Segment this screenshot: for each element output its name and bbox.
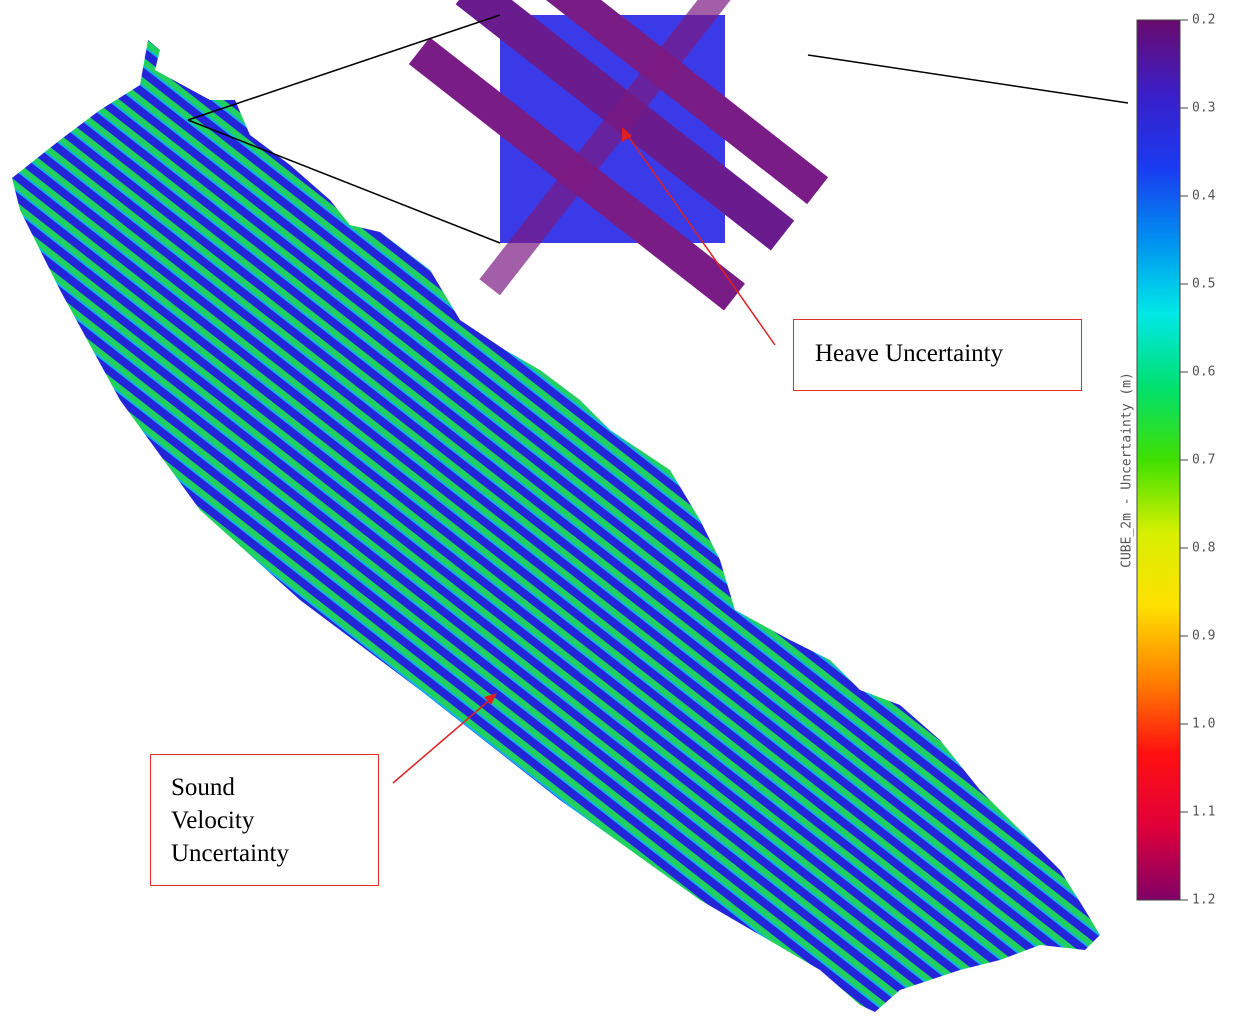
colorbar-tick-label: 0.2 bbox=[1192, 13, 1215, 28]
colorbar-tick-label: 0.3 bbox=[1192, 101, 1215, 116]
colorbar-tick-label: 0.6 bbox=[1192, 365, 1215, 380]
colorbar-label: CUBE_2m - Uncertainty (m) bbox=[1120, 372, 1135, 568]
colorbar-tick-label: 0.7 bbox=[1192, 453, 1215, 468]
annotation-text: Sound Velocity Uncertainty bbox=[171, 771, 281, 870]
colorbar-tick-label: 0.4 bbox=[1192, 189, 1216, 204]
colorbar-tick-label: 0.9 bbox=[1192, 629, 1215, 644]
colorbar-tick-label: 0.8 bbox=[1192, 541, 1215, 556]
annotation-box: Heave Uncertainty bbox=[793, 319, 1082, 391]
colorbar-tick-label: 1.0 bbox=[1192, 717, 1215, 732]
page: CUBE_2m - Uncertainty (m) 0.2 0.3 0.4 0.5 0.… bbox=[0, 0, 1238, 1017]
colorbar bbox=[1137, 20, 1180, 900]
colorbar-tick-label: 1.1 bbox=[1192, 805, 1215, 820]
colorbar-tick-label: 1.2 bbox=[1192, 893, 1215, 908]
annotation-box: Sound Velocity Uncertainty bbox=[150, 754, 379, 886]
colorbar-tick-label: 0.5 bbox=[1192, 277, 1215, 292]
